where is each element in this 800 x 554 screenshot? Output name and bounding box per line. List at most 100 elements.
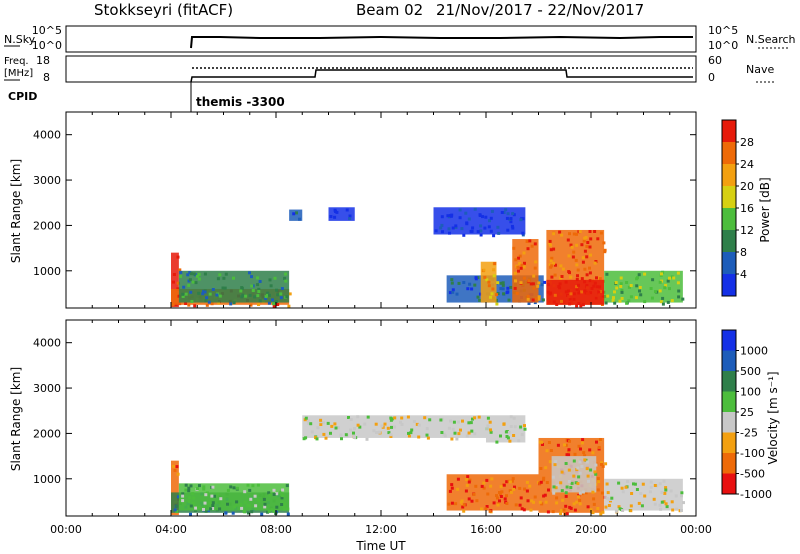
power-cell [217, 301, 221, 305]
velocity-cell [580, 492, 584, 496]
power-cell [197, 291, 201, 295]
velocity-cell [456, 487, 460, 491]
velocity-cell [374, 422, 378, 426]
power-colorbar-tick-label: 12 [740, 224, 754, 237]
power-cell [189, 290, 193, 294]
velocity-ytick-label: 1000 [33, 473, 61, 486]
power-cell [345, 208, 349, 212]
velocity-cell [226, 488, 230, 492]
power-cell [564, 290, 568, 294]
velocity-region-0 [171, 460, 179, 516]
velocity-cell [172, 464, 175, 468]
velocity-cell [226, 502, 229, 506]
power-cell [575, 285, 579, 289]
velocity-cell [191, 492, 195, 496]
power-cell [661, 270, 665, 274]
velocity-cell [542, 494, 546, 498]
nsky-panel-frame [65, 25, 697, 53]
velocity-cell [224, 511, 228, 515]
time-xtick-label: 12:00 [365, 523, 397, 536]
power-cell [520, 263, 524, 267]
power-colorbar-swatch [722, 142, 736, 164]
power-cell [470, 287, 474, 291]
velocity-cell [499, 495, 503, 498]
power-cell [537, 295, 541, 299]
velocity-cell [389, 416, 393, 420]
power-cell [676, 281, 680, 285]
power-cell [513, 271, 517, 275]
velocity-cell [286, 507, 290, 511]
power-cell [448, 231, 451, 235]
velocity-cell [505, 494, 508, 498]
velocity-cell [202, 487, 206, 491]
velocity-cell [339, 433, 343, 437]
velocity-cell [505, 480, 509, 484]
power-cell [193, 304, 197, 308]
velocity-cell [263, 502, 267, 506]
velocity-cell [470, 499, 474, 503]
velocity-cell [560, 489, 564, 493]
power-cell [643, 300, 647, 304]
power-cell [522, 265, 526, 269]
power-cell [549, 259, 553, 263]
power-cell [534, 260, 538, 264]
velocity-cell [451, 427, 455, 431]
velocity-cell [600, 463, 603, 466]
velocity-cell [464, 489, 468, 493]
power-cell [489, 216, 493, 220]
velocity-cell [505, 502, 509, 505]
velocity-ytick-label: 3000 [33, 382, 61, 395]
power-panel: 1000 2000 3000 4000 Slant Range [km] [9, 111, 697, 309]
power-cell [506, 286, 510, 290]
velocity-cell [235, 500, 239, 504]
power-cell [583, 289, 587, 293]
power-cell [588, 271, 592, 275]
velocity-cell [231, 511, 235, 515]
nsearch-label: N.Search [746, 33, 796, 46]
power-cell [276, 293, 280, 297]
velocity-cell [400, 422, 404, 426]
power-cell [521, 217, 525, 221]
velocity-cell [285, 484, 289, 488]
power-colorbar-swatch [722, 230, 736, 252]
power-cell [181, 292, 185, 296]
power-cell [454, 226, 458, 229]
power-cell [511, 212, 515, 216]
power-cell [279, 296, 283, 300]
velocity-cell [547, 441, 551, 444]
power-cell [649, 287, 653, 290]
velocity-cell [577, 444, 581, 448]
power-colorbar-swatch [722, 274, 736, 296]
power-cell [269, 284, 273, 288]
velocity-cell [617, 505, 621, 509]
velocity-cell [648, 490, 652, 494]
velocity-cell [632, 482, 635, 486]
velocity-cell [492, 501, 496, 505]
power-cell [229, 302, 233, 306]
velocity-cell [268, 493, 272, 497]
velocity-cell [192, 496, 196, 500]
power-cell [203, 272, 207, 276]
power-cell [620, 297, 624, 300]
power-cell [186, 273, 190, 277]
velocity-cell [272, 493, 276, 496]
velocity-cell [629, 504, 633, 508]
velocity-cell [601, 464, 605, 468]
velocity-cell [477, 415, 481, 419]
power-colorbar-tick-label: 28 [740, 136, 754, 149]
velocity-cell [407, 431, 410, 435]
velocity-cell [352, 435, 356, 439]
velocity-cell [500, 490, 504, 494]
power-cell [575, 287, 579, 291]
power-cell [589, 253, 592, 257]
power-cell [595, 276, 598, 280]
power-cell [221, 286, 225, 290]
velocity-cell [283, 502, 287, 506]
velocity-cell [601, 510, 605, 514]
velocity-colorbar-tick-label: -25 [740, 427, 758, 440]
velocity-cell [189, 512, 192, 516]
power-cell [471, 226, 475, 230]
power-cell [574, 258, 578, 262]
power-cell [197, 277, 201, 281]
velocity-cell [621, 509, 625, 512]
